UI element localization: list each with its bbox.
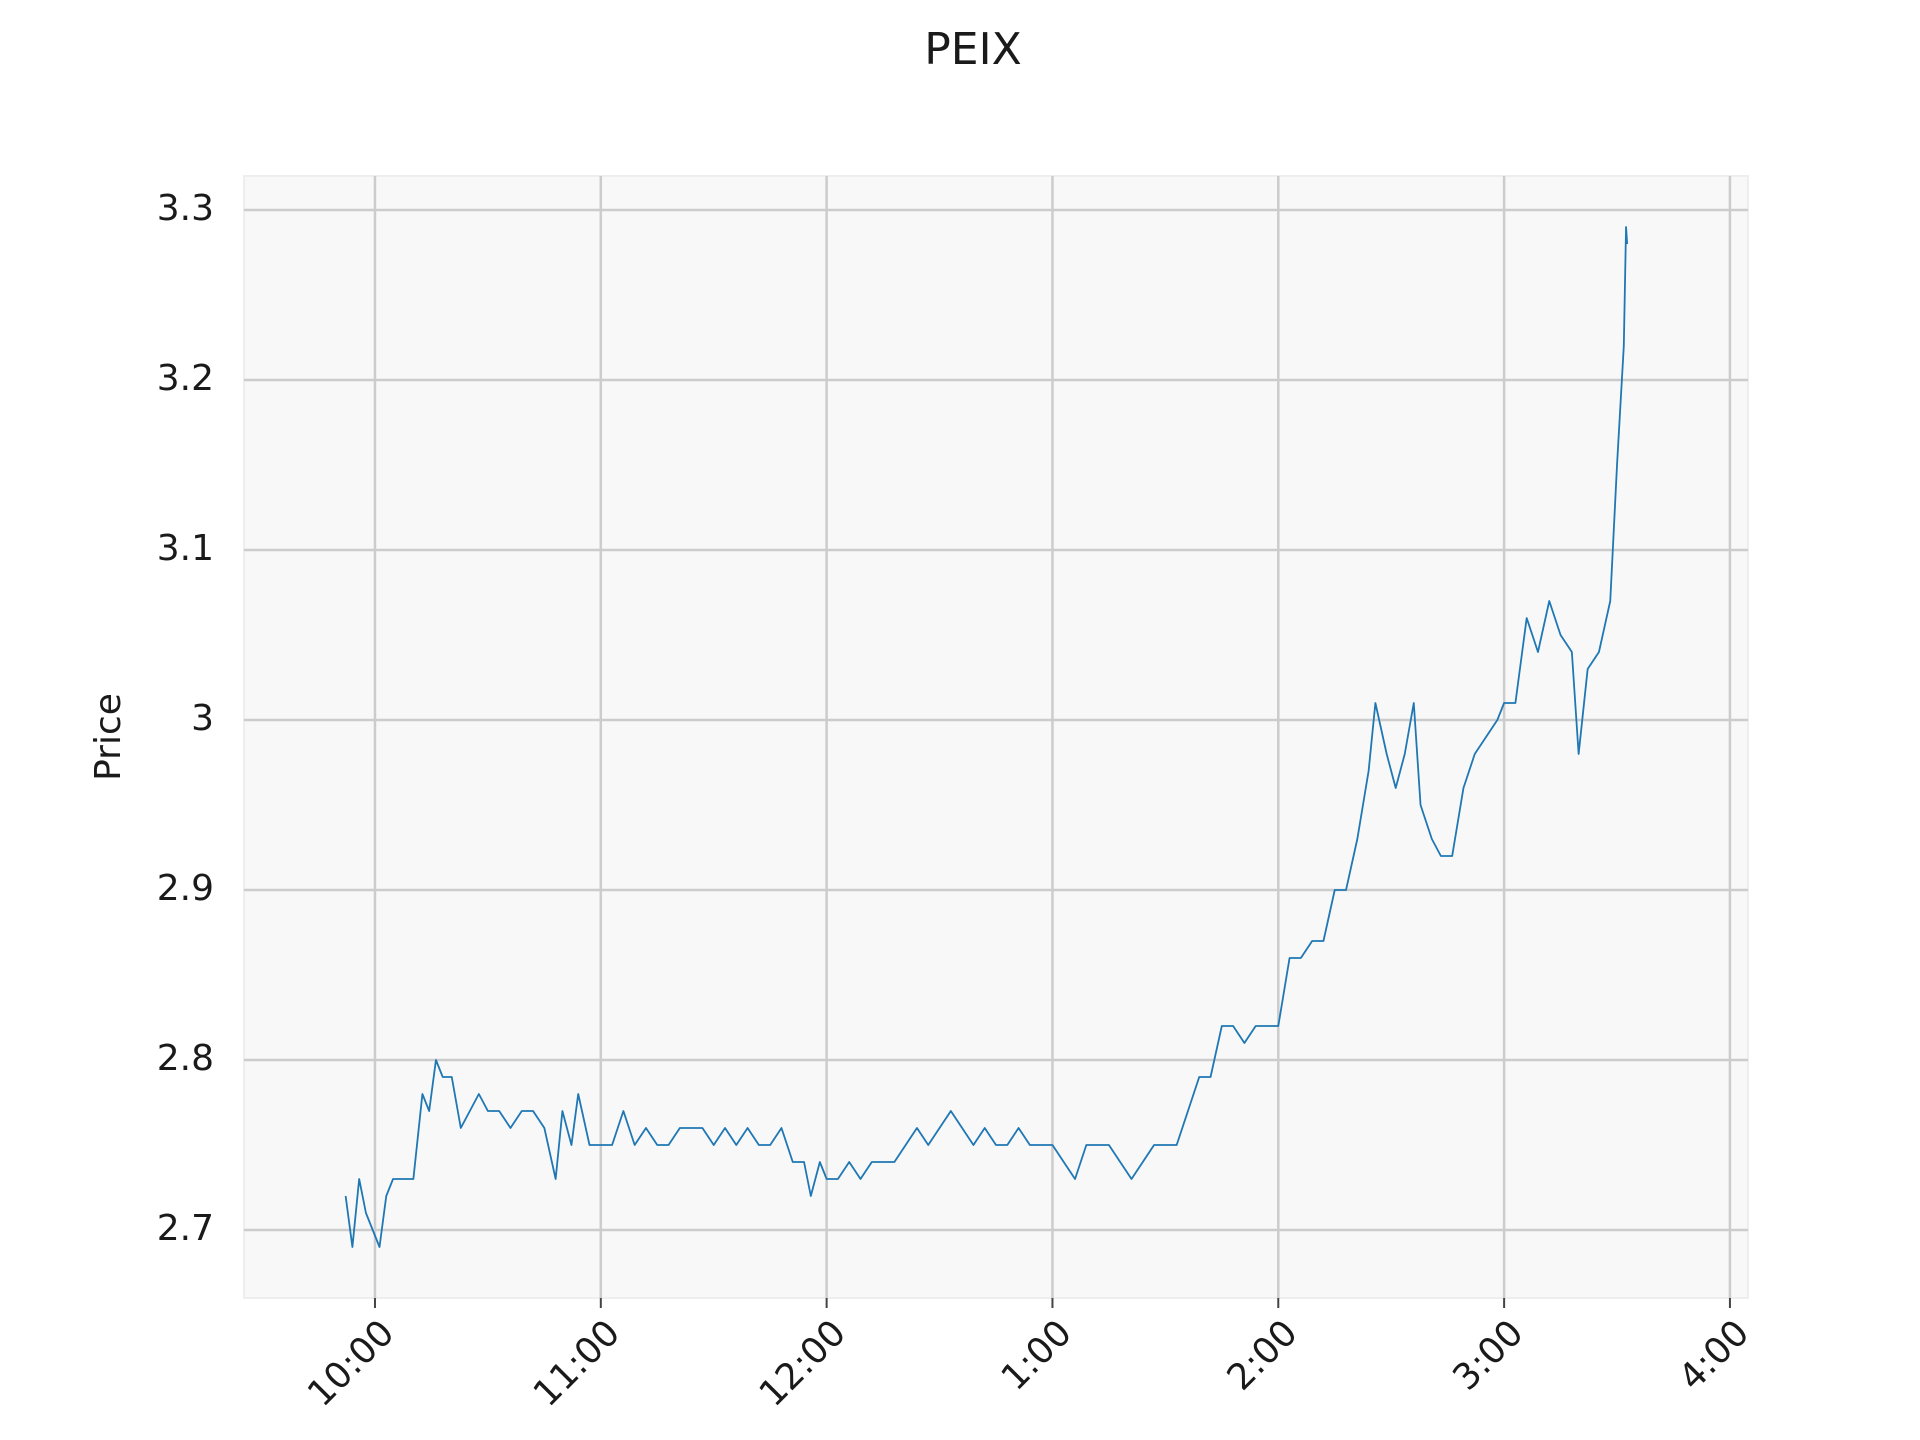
- plot-area: [243, 175, 1749, 1299]
- x-tick-label: 4:00: [1671, 1312, 1757, 1398]
- chart-title: PEIX: [924, 24, 1021, 75]
- x-tick-label: 10:00: [300, 1312, 402, 1414]
- x-tick-label: 3:00: [1445, 1312, 1531, 1398]
- y-tick-label: 2.8: [157, 1038, 214, 1079]
- y-tick-label: 2.7: [157, 1208, 214, 1249]
- price-line: [344, 226, 1629, 1248]
- y-tick-label: 3.1: [157, 528, 214, 569]
- x-tick-label: 11:00: [526, 1312, 628, 1414]
- y-tick-label: 3.2: [157, 358, 214, 399]
- x-tick-label: 2:00: [1220, 1312, 1306, 1398]
- x-tick-label: 12:00: [752, 1312, 854, 1414]
- x-tick-label: 1:00: [994, 1312, 1080, 1398]
- y-tick-label: 3.3: [157, 188, 214, 229]
- y-axis-label: Price: [88, 693, 129, 781]
- y-tick-label: 2.9: [157, 868, 214, 909]
- y-tick-label: 3: [191, 698, 214, 739]
